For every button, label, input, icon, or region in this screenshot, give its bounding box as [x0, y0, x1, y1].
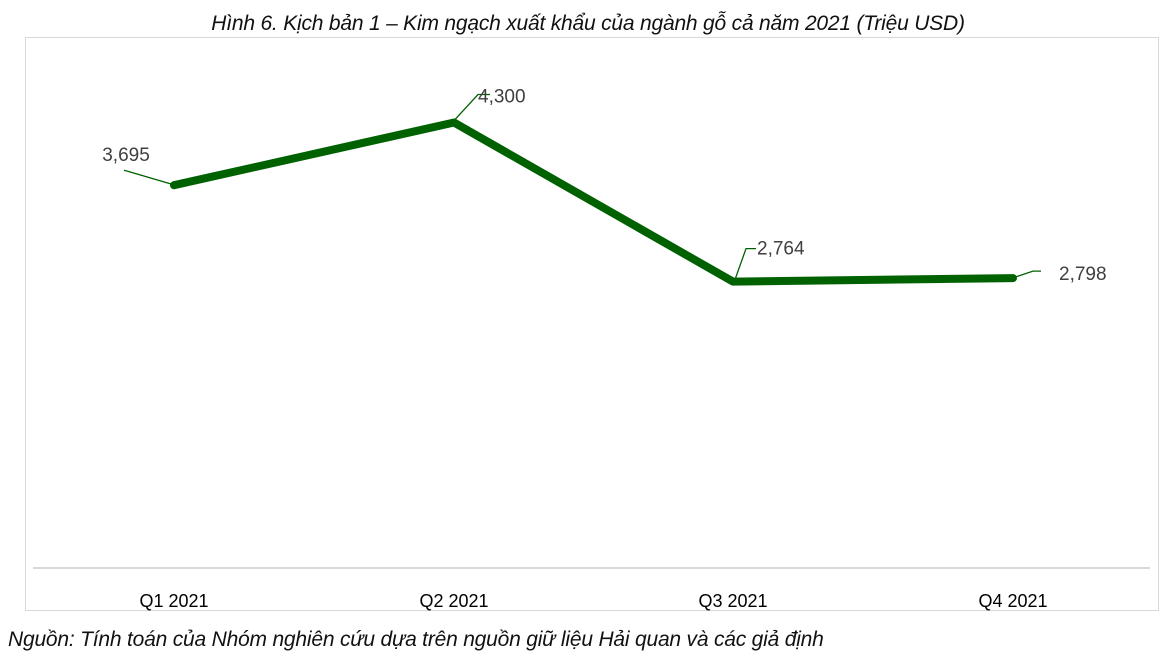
- source-note: Nguồn: Tính toán của Nhóm nghiên cứu dựa…: [8, 628, 824, 651]
- data-label: 3,695: [102, 145, 150, 166]
- chart-frame: [25, 37, 1159, 611]
- x-tick-label: Q2 2021: [419, 591, 488, 611]
- data-label-leader: [1014, 270, 1041, 278]
- data-label: 2,798: [1059, 264, 1107, 285]
- data-label-leader: [734, 247, 756, 280]
- x-tick-label: Q4 2021: [978, 591, 1047, 611]
- data-label: 2,764: [757, 239, 805, 260]
- data-label-leader: [453, 93, 490, 121]
- chart-title: Hình 6. Kịch bản 1 – Kim ngạch xuất khẩu…: [211, 12, 965, 35]
- x-tick-label: Q1 2021: [139, 591, 208, 611]
- data-label: 4,300: [478, 87, 526, 108]
- data-label-leader: [123, 169, 173, 185]
- series-line: [170, 118, 1017, 286]
- x-tick-label: Q3 2021: [698, 591, 767, 611]
